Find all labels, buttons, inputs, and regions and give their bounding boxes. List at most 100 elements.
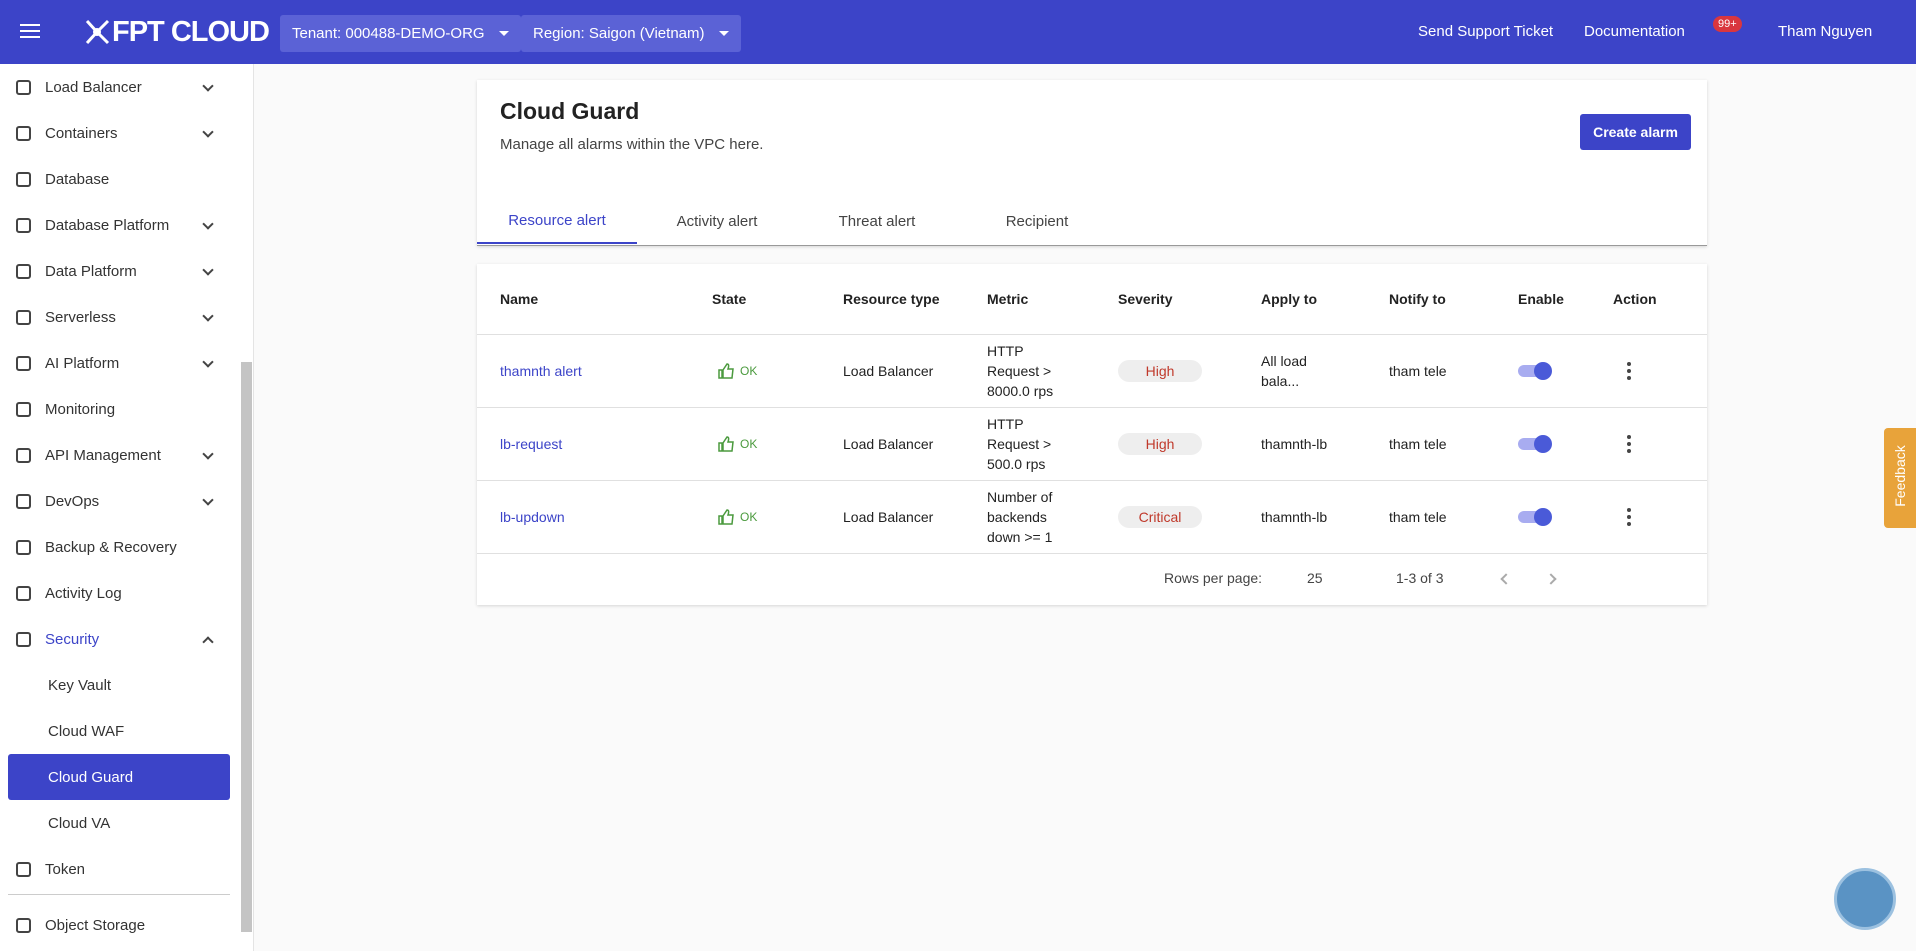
column-header: Name <box>500 291 539 307</box>
notify-to: tham tele <box>1389 436 1447 452</box>
apply-to: thamnth-lb <box>1261 509 1328 525</box>
sidebar-item[interactable]: Database Platform <box>0 202 236 248</box>
sidebar-icon <box>16 263 31 279</box>
sidebar-label: Cloud Guard <box>48 768 134 786</box>
thumb-icon <box>718 363 734 379</box>
sidebar-label: Cloud VA <box>48 814 111 832</box>
sidebar-label: Containers <box>45 124 118 142</box>
sidebar-item[interactable]: Security <box>0 616 236 662</box>
sidebar-label: Object Storage <box>45 916 146 934</box>
column-header: Metric <box>987 291 1029 307</box>
sidebar-icon <box>16 125 31 141</box>
enable-toggle[interactable] <box>1518 508 1552 526</box>
prev-page[interactable] <box>1500 573 1512 585</box>
enable-toggle[interactable] <box>1518 435 1552 453</box>
tabs: Resource alert Activity alert Threat alert… <box>477 198 1707 246</box>
resource-type: Load Balancer <box>843 363 934 379</box>
next-page[interactable] <box>1545 573 1557 585</box>
action-menu[interactable] <box>1627 369 1631 373</box>
sidebar-item[interactable]: Cloud WAF <box>0 708 236 754</box>
sidebar-label: DevOps <box>45 492 100 510</box>
column-header: Severity <box>1118 291 1173 307</box>
apply-to: All load bala... <box>1261 353 1307 389</box>
menu-button[interactable] <box>20 24 40 38</box>
sidebar-icon <box>16 171 31 187</box>
column-header: Resource type <box>843 291 940 307</box>
sidebar-item[interactable]: Database <box>0 156 236 202</box>
notification-badge[interactable]: 99+ <box>1713 16 1742 32</box>
action-cell <box>1613 442 1707 446</box>
tab[interactable]: Recipient <box>1005 212 1069 230</box>
header-card: Cloud Guard Manage all alarms within the… <box>477 80 1707 246</box>
sidebar-label: Token <box>45 860 86 878</box>
sidebar-item[interactable]: Backup & Recovery <box>0 524 236 570</box>
alarm-name[interactable]: thamnth alert <box>500 363 582 379</box>
sidebar-item[interactable]: Monitoring <box>0 386 236 432</box>
severity-pill: Critical <box>1118 506 1202 528</box>
support-link[interactable]: Send Support Ticket <box>1418 23 1554 40</box>
sidebar-label: Key Vault <box>48 676 112 694</box>
sidebar-item[interactable]: API Management <box>0 432 236 478</box>
table-row: lb-request OK Load Balancer HTTP Request > … <box>477 408 1707 481</box>
sidebar-label: AI Platform <box>45 354 120 372</box>
alarm-name[interactable]: lb-updown <box>500 509 565 525</box>
logo[interactable]: FPT CLOUD <box>112 16 270 48</box>
tab[interactable]: Resource alert <box>477 198 637 244</box>
tab[interactable]: Threat alert <box>838 212 916 230</box>
state-label: OK <box>740 437 758 451</box>
rows-per-page[interactable]: 25 <box>1307 570 1323 586</box>
sidebar-icon <box>16 493 31 509</box>
sidebar-item[interactable]: Cloud Guard <box>8 754 230 800</box>
column-header: Action <box>1613 291 1657 307</box>
sidebar-label: Monitoring <box>45 400 116 418</box>
feedback-label[interactable]: Feedback <box>1892 445 1908 507</box>
chevron <box>202 80 214 92</box>
table-header: Name State Resource type Metric Severity Appl… <box>477 264 1707 335</box>
chevron <box>202 448 214 460</box>
feedback-tab[interactable]: Feedback <box>1884 428 1916 528</box>
severity-pill: High <box>1118 433 1202 455</box>
sidebar-item[interactable]: Serverless <box>0 294 236 340</box>
sidebar: Load Balancer Containers Database Database … <box>0 64 254 951</box>
column-header: Notify to <box>1389 291 1446 307</box>
sidebar-item[interactable]: Key Vault <box>0 662 236 708</box>
sidebar-icon <box>16 861 31 877</box>
sidebar-icon <box>16 217 31 233</box>
chevron <box>202 218 214 230</box>
sidebar-icon <box>16 355 31 371</box>
tab[interactable]: Activity alert <box>676 212 758 230</box>
sidebar-item[interactable]: AI Platform <box>0 340 236 386</box>
range: 1-3 of 3 <box>1396 570 1444 586</box>
severity: High <box>1118 360 1261 382</box>
sidebar-label: Activity Log <box>45 584 122 602</box>
sidebar-item[interactable]: Data Platform <box>0 248 236 294</box>
divider <box>8 894 230 895</box>
sidebar-item[interactable]: Object Storage <box>0 902 236 948</box>
create-alarm-button[interactable]: Create alarm <box>1580 114 1691 150</box>
sidebar-item[interactable]: DevOps <box>0 478 236 524</box>
sidebar-item[interactable]: Cloud VA <box>0 800 236 846</box>
sidebar-item[interactable]: Load Balancer <box>0 64 236 110</box>
sidebar-icon <box>16 917 31 933</box>
ai-assistant[interactable] <box>1834 868 1896 930</box>
alarm-name[interactable]: lb-request <box>500 436 563 452</box>
region-select[interactable]: Region: Saigon (Vietnam) <box>521 15 741 52</box>
enable-toggle[interactable] <box>1518 362 1552 380</box>
resource-type: Load Balancer <box>843 436 934 452</box>
tenant-select[interactable]: Tenant: 000488-DEMO-ORG <box>280 15 521 52</box>
resource-type: Load Balancer <box>843 509 934 525</box>
action-menu[interactable] <box>1627 442 1631 446</box>
sidebar-item[interactable]: Activity Log <box>0 570 236 616</box>
scrollbar[interactable] <box>241 362 252 932</box>
sidebar-label: Load Balancer <box>45 78 142 96</box>
action-menu[interactable] <box>1627 515 1631 519</box>
docs-link[interactable]: Documentation <box>1584 23 1685 40</box>
sidebar-item[interactable]: Containers <box>0 110 236 156</box>
column-header: Apply to <box>1261 291 1317 307</box>
sidebar-icon <box>16 539 31 555</box>
state: OK <box>712 436 843 452</box>
sidebar-item[interactable]: Token <box>0 846 236 892</box>
user-menu[interactable]: Tham Nguyen <box>1778 23 1873 40</box>
